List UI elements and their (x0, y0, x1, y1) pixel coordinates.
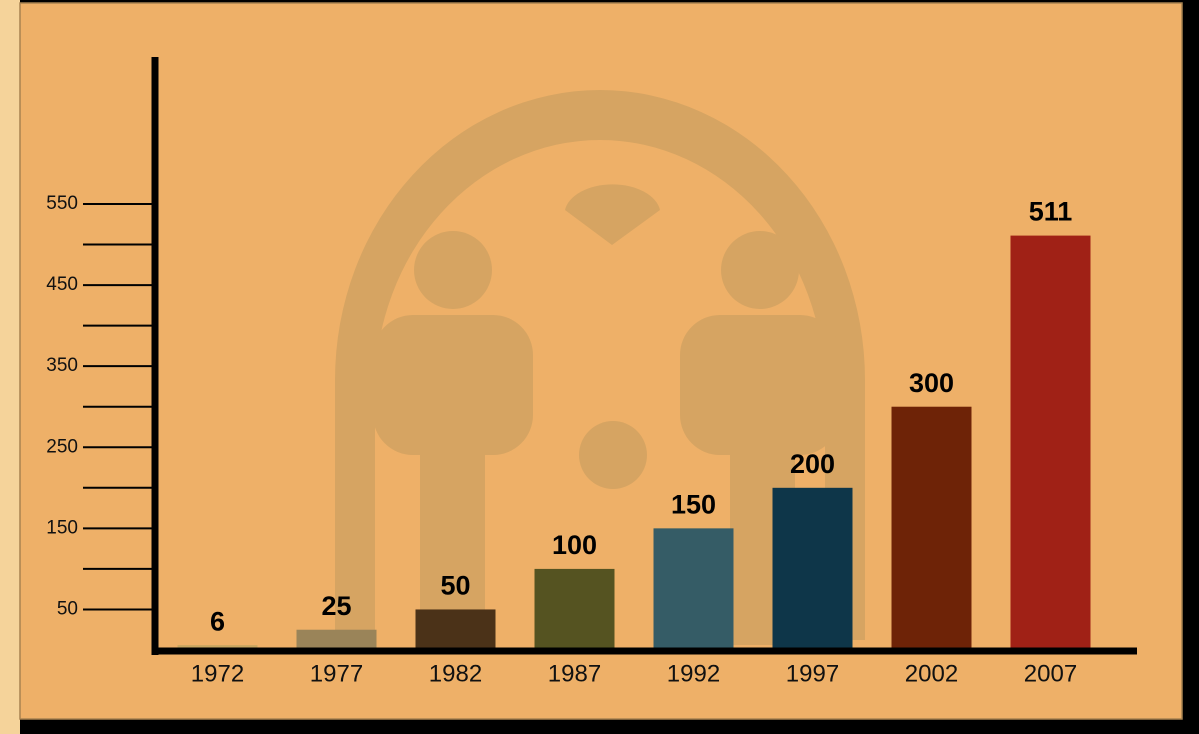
x-tick-label: 1982 (429, 660, 482, 687)
y-tick-label: 50 (57, 598, 78, 619)
y-tick-label: 450 (46, 274, 78, 295)
x-tick-label: 1972 (191, 660, 244, 687)
y-tick-label: 250 (46, 436, 78, 457)
y-tick-label: 550 (46, 193, 78, 214)
value-label: 100 (552, 530, 597, 560)
bar (534, 568, 615, 650)
value-label: 300 (909, 368, 954, 398)
bar (772, 487, 853, 650)
value-label: 6 (210, 606, 225, 636)
value-label: 200 (790, 449, 835, 479)
y-tick-label: 150 (46, 517, 78, 538)
y-tick-label: 350 (46, 355, 78, 376)
bar (1010, 235, 1091, 650)
x-tick-label: 1987 (548, 660, 601, 687)
bar (891, 406, 972, 650)
x-tick-label: 2002 (905, 660, 958, 687)
bar (296, 629, 377, 650)
value-label: 50 (440, 571, 470, 601)
x-tick-label: 1992 (667, 660, 720, 687)
x-tick-label: 2007 (1024, 660, 1077, 687)
value-label: 25 (321, 591, 351, 621)
bar (653, 528, 734, 650)
value-label: 511 (1029, 197, 1073, 227)
left-strip (0, 0, 20, 734)
x-tick-label: 1997 (786, 660, 839, 687)
value-label: 150 (671, 489, 716, 519)
x-tick-label: 1977 (310, 660, 363, 687)
bar (415, 609, 496, 650)
